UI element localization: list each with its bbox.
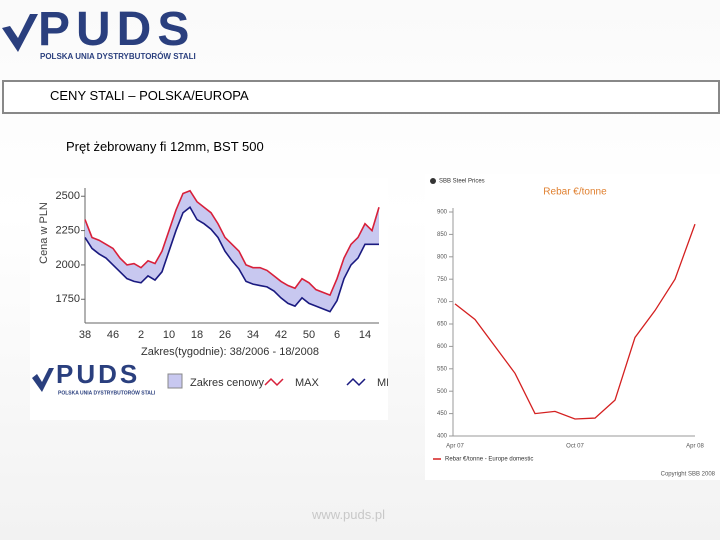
x-tick-label: 10 xyxy=(163,329,175,341)
y-tick-label: 650 xyxy=(437,322,448,328)
y-tick-label: 750 xyxy=(437,277,448,283)
footer: www.puds.pl xyxy=(312,507,385,522)
y-tick-label: 2000 xyxy=(56,259,80,271)
title-bar xyxy=(2,80,720,114)
y-tick-label: 850 xyxy=(437,232,448,238)
y-tick-label: 600 xyxy=(437,344,448,350)
x-tick-label: Apr 07 xyxy=(446,444,464,450)
chart-title: Rebar €/tonne xyxy=(543,187,607,198)
x-tick-label: 14 xyxy=(359,329,371,341)
slide-subtitle: Pręt żebrowany fi 12mm, BST 500 xyxy=(66,139,264,154)
x-tick-label: 38 xyxy=(79,329,91,341)
y-tick-label: 1750 xyxy=(56,293,80,305)
range-fill xyxy=(85,190,379,312)
series-line xyxy=(454,223,696,420)
price-range-chart: Cena w PLN 1750 2000 2250 2500 38 46 2 10 18 26 34 4… xyxy=(30,178,388,420)
header-icon xyxy=(430,178,436,184)
legend-label: Rebar €/tonne - Europe domestic xyxy=(445,457,533,463)
y-tick-label: 2500 xyxy=(56,190,80,202)
legend-line xyxy=(346,377,366,387)
legend-label: MIN xyxy=(377,377,388,389)
x-tick-label: 34 xyxy=(247,329,259,341)
logo-subtitle: POLSKA UNIA DYSTRYBUTORÓW STALI xyxy=(40,52,196,61)
legend-logo-name: PUDS xyxy=(56,359,140,389)
y-tick-label: 500 xyxy=(437,389,448,395)
y-tick-label: 900 xyxy=(437,210,448,216)
x-tick-label: 18 xyxy=(191,329,203,341)
x-tick-label: Apr 08 xyxy=(686,444,704,450)
legend-label: MAX xyxy=(295,377,320,389)
legend-logo-icon xyxy=(32,368,54,392)
x-tick-label: 26 xyxy=(219,329,231,341)
y-tick-label: 400 xyxy=(437,434,448,440)
y-tick-label: 2250 xyxy=(56,224,80,236)
x-tick-label: 2 xyxy=(138,329,144,341)
slide-title: CENY STALI – POLSKA/EUROPA xyxy=(50,88,249,103)
x-tick-label: Oct 07 xyxy=(566,444,584,450)
logo-icon xyxy=(2,14,38,52)
y-tick-label: 700 xyxy=(437,299,448,305)
logo-name: PUDS xyxy=(38,3,196,56)
y-tick-label: 450 xyxy=(437,411,448,417)
x-tick-label: 42 xyxy=(275,329,287,341)
x-tick-label: 46 xyxy=(107,329,119,341)
legend-range-swatch xyxy=(167,373,183,389)
y-axis-label: Cena w PLN xyxy=(38,202,50,264)
legend-label: Zakres cenowy xyxy=(190,377,264,389)
legend-line xyxy=(264,377,284,387)
x-tick-label: 6 xyxy=(334,329,340,341)
series-line xyxy=(84,189,380,297)
y-tick-label: 800 xyxy=(437,254,448,260)
y-tick-label: 550 xyxy=(437,366,448,372)
copyright: Copyright SBB 2008 xyxy=(661,472,716,478)
europe-price-chart: SBB Steel Prices Rebar €/tonne 400 450 500 55… xyxy=(425,174,720,480)
x-tick-label: 50 xyxy=(303,329,315,341)
series-line xyxy=(84,206,379,313)
x-axis-label: Zakres(tygodnie): 38/2006 - 18/2008 xyxy=(141,346,319,358)
legend-logo-subtitle: POLSKA UNIA DYSTRYBUTORÓW STALI xyxy=(58,388,156,396)
chart-header: SBB Steel Prices xyxy=(439,179,485,185)
